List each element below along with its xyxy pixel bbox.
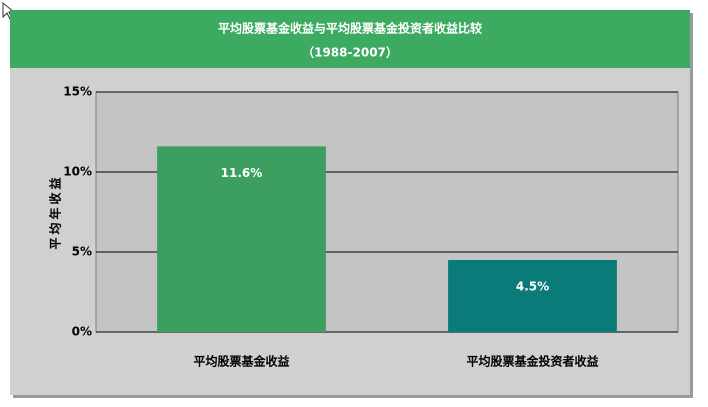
y-tick-label: 15% bbox=[63, 85, 92, 99]
x-tick-label: 平均股票基金收益 bbox=[193, 354, 289, 369]
value-label: 11.6% bbox=[221, 166, 263, 180]
y-axis-label: 平均年收益 bbox=[48, 174, 63, 249]
bar bbox=[157, 146, 326, 332]
chart-subtitle: （1988-2007） bbox=[302, 45, 398, 60]
y-tick-label: 10% bbox=[63, 165, 92, 179]
y-tick-label: 5% bbox=[72, 245, 92, 259]
y-tick-label: 0% bbox=[72, 325, 92, 339]
bar bbox=[448, 260, 617, 332]
value-label: 4.5% bbox=[516, 280, 549, 294]
chart-title: 平均股票基金收益与平均股票基金投资者收益比较 bbox=[218, 21, 482, 36]
x-tick-label: 平均股票基金投资者收益 bbox=[466, 354, 598, 369]
header bbox=[10, 10, 690, 68]
